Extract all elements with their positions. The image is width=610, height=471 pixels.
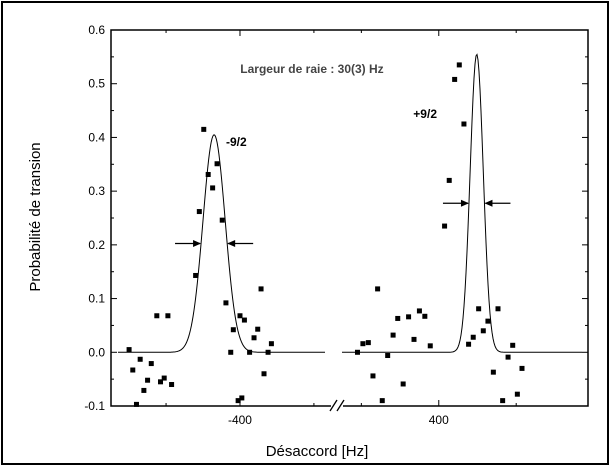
- right-data-point: [490, 369, 496, 375]
- left-data-point: [247, 349, 253, 355]
- right-data-point: [390, 332, 396, 338]
- right-data-point: [510, 342, 516, 348]
- left-data-point: [201, 126, 207, 132]
- left-data-point: [165, 313, 171, 319]
- right-data-point: [456, 62, 462, 68]
- left-fit-curve: [118, 134, 325, 353]
- right-data-point: [385, 353, 391, 359]
- left-data-point: [158, 379, 164, 385]
- left-data-point: [141, 387, 147, 393]
- left-data-point: [235, 398, 241, 404]
- left-data-point: [265, 349, 271, 355]
- y-tick-label: 0.6: [88, 23, 105, 37]
- left-data-point: [268, 341, 274, 347]
- left-data-point: [223, 300, 229, 306]
- left-data-point: [126, 347, 132, 353]
- right-data-point: [370, 373, 376, 379]
- right-data-point: [480, 328, 486, 334]
- left-data-point: [137, 356, 143, 362]
- left-data-point: [148, 361, 154, 367]
- left-peak-label: -9/2: [226, 135, 247, 149]
- x-tick-label: -400: [228, 413, 252, 427]
- right-data-point: [365, 340, 371, 346]
- y-tick-label: 0.4: [88, 130, 105, 144]
- left-data-point: [193, 272, 199, 278]
- left-fwhm-arrowhead-right: [227, 240, 236, 248]
- right-data-point: [476, 306, 482, 312]
- right-data-point: [505, 354, 511, 360]
- right-data-point: [495, 306, 501, 312]
- right-data-point: [485, 318, 491, 324]
- right-data-point: [411, 336, 417, 342]
- y-axis-title: Probabilité de transion: [27, 142, 44, 291]
- left-fwhm-arrowhead-left: [193, 240, 202, 248]
- right-fwhm-arrowhead-right: [484, 199, 493, 207]
- left-data-point: [130, 367, 136, 373]
- right-data-point: [452, 76, 458, 82]
- left-data-point: [145, 377, 151, 383]
- y-tick-label: 0.5: [88, 77, 105, 91]
- plot-area: [118, 53, 582, 407]
- left-data-point: [219, 217, 225, 223]
- left-data-point: [237, 313, 243, 319]
- right-data-point: [446, 177, 452, 183]
- right-data-point: [354, 349, 360, 355]
- right-data-point: [461, 121, 467, 127]
- x-tick-label: 400: [429, 413, 449, 427]
- right-data-point: [470, 334, 476, 340]
- right-data-point: [379, 398, 385, 404]
- plot-frame: [110, 29, 589, 407]
- axis-break-gap: [331, 401, 343, 411]
- right-data-point: [500, 398, 506, 404]
- y-tick-label: 0.1: [88, 292, 105, 306]
- right-data-point: [400, 381, 406, 387]
- right-data-point: [519, 365, 525, 371]
- right-data-point: [395, 315, 401, 321]
- x-axis-title: Désaccord [Hz]: [266, 443, 369, 460]
- right-peak-label: +9/2: [413, 107, 437, 121]
- right-data-point: [427, 343, 433, 349]
- y-tick-label: -0.1: [84, 399, 105, 413]
- y-tick-label: 0.2: [88, 238, 105, 252]
- axis-break-mark: [329, 399, 338, 412]
- right-data-point: [466, 341, 472, 347]
- right-fit-curve: [342, 53, 582, 353]
- left-data-point: [214, 161, 220, 167]
- right-data-point: [375, 286, 381, 292]
- left-data-point: [230, 327, 236, 333]
- left-data-point: [258, 286, 264, 292]
- right-data-point: [422, 313, 428, 319]
- left-data-point: [196, 209, 202, 215]
- linewidth-annotation: Largeur de raie : 30(3) Hz: [240, 62, 383, 76]
- right-data-point: [406, 314, 412, 320]
- right-data-point: [514, 391, 520, 397]
- y-tick-label: 0.0: [88, 345, 105, 359]
- right-data-point: [416, 308, 422, 314]
- left-data-point: [255, 326, 261, 332]
- left-data-point: [251, 335, 257, 341]
- left-data-point: [205, 171, 211, 177]
- axes: -0.1 0.0 0.1 0.2 0.3 0.4 0.5 0.6 -400 400: [84, 23, 589, 427]
- left-data-point: [161, 375, 167, 381]
- left-data-point: [239, 395, 245, 401]
- left-data-point: [154, 313, 160, 319]
- left-data-point: [169, 382, 175, 388]
- left-data-point: [210, 185, 216, 191]
- left-data-point: [228, 349, 234, 355]
- left-data-point: [133, 401, 139, 407]
- left-data-point: [261, 371, 267, 377]
- right-data-point: [360, 341, 366, 347]
- left-data-point: [241, 317, 247, 323]
- right-fwhm-arrowhead-left: [460, 199, 469, 207]
- right-data-point: [442, 223, 448, 229]
- y-tick-label: 0.3: [88, 184, 105, 198]
- axis-break-mark: [336, 399, 345, 412]
